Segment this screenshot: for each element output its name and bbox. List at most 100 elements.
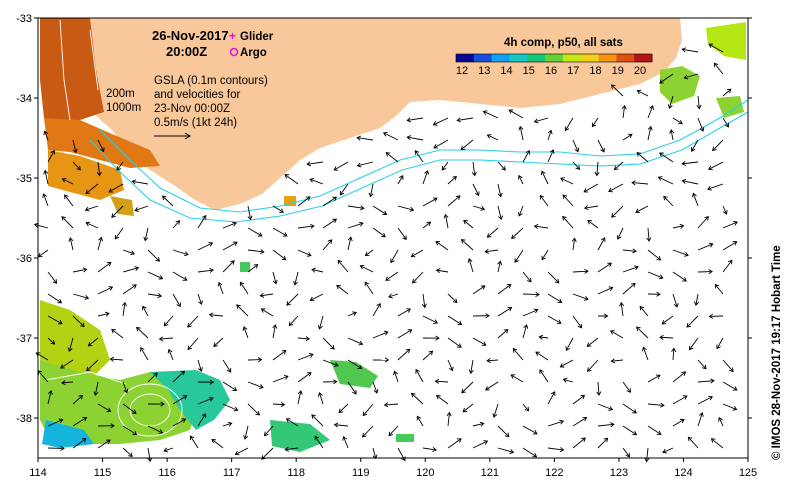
velocity-arrow (657, 176, 674, 185)
velocity-arrow (722, 88, 732, 97)
velocity-arrow (447, 315, 463, 326)
velocity-arrow (697, 412, 704, 427)
velocity-arrow (222, 221, 237, 229)
velocity-arrow (484, 248, 499, 254)
velocity-arrow (197, 379, 215, 385)
sst-patches (40, 18, 746, 452)
velocity-arrow (309, 293, 324, 302)
velocity-arrow (722, 205, 728, 215)
velocity-arrow (616, 227, 624, 240)
credit-text: © IMOS 28-Nov-2017 19:17 Hobart Time (771, 245, 783, 460)
velocity-arrow (97, 403, 112, 412)
x-tick-label: 119 (352, 467, 370, 479)
velocity-arrow (239, 281, 249, 295)
velocity-arrow (716, 337, 724, 350)
velocity-arrow (547, 271, 560, 284)
velocity-arrow (482, 110, 499, 119)
velocity-arrow (547, 419, 565, 427)
velocity-arrow (636, 152, 649, 163)
velocity-arrow (317, 392, 324, 405)
velocity-arrow (136, 326, 149, 339)
velocity-arrow (143, 227, 149, 242)
velocity-arrow (646, 227, 652, 242)
x-tick-label: 124 (674, 467, 692, 479)
velocity-arrow (242, 326, 249, 339)
velocity-arrow (611, 205, 624, 218)
velocity-arrow (397, 227, 407, 241)
velocity-arrow (147, 293, 163, 299)
velocity-arrow (681, 178, 699, 185)
velocity-arrow (522, 447, 538, 458)
velocity-arrow (613, 161, 624, 171)
velocity-arrow (297, 372, 312, 383)
velocity-arrow (472, 337, 487, 346)
velocity-arrow (533, 117, 549, 124)
velocity-arrow (134, 205, 149, 212)
velocity-arrow (456, 117, 474, 123)
velocity-arrow (43, 169, 49, 185)
y-tick-label: -33 (16, 13, 32, 25)
velocity-arrow (644, 447, 650, 463)
velocity-arrow (647, 374, 661, 383)
velocity-arrow (712, 139, 724, 152)
velocity-arrow (511, 227, 524, 240)
velocity-arrow (597, 437, 609, 449)
velocity-arrow (85, 221, 99, 229)
velocity-arrow (147, 401, 165, 407)
velocity-arrow (314, 435, 324, 449)
velocity-arrow (522, 271, 532, 283)
velocity-arrow (187, 337, 199, 351)
velocity-arrow (60, 359, 74, 369)
velocity-arrow (564, 117, 574, 132)
velocity-arrow (659, 334, 674, 340)
velocity-arrow (388, 425, 399, 437)
x-tick-label: 117 (223, 467, 241, 479)
velocity-arrow (372, 302, 381, 317)
velocity-arrow (659, 152, 674, 163)
velocity-arrow (322, 337, 335, 350)
velocity-arrow (547, 447, 565, 453)
velocity-arrow (697, 242, 714, 251)
velocity-arrow (96, 161, 102, 177)
argo-label: Argo (240, 47, 267, 59)
velocity-arrow (311, 267, 324, 273)
velocity-arrow (347, 221, 364, 229)
velocity-arrow (518, 174, 524, 185)
velocity-arrow (681, 47, 699, 53)
velocity-arrow (416, 415, 424, 427)
velocity-arrow (72, 161, 81, 171)
velocity-arrow (661, 315, 674, 325)
velocity-arrow (486, 134, 499, 141)
annotation-line-3: 23-Nov 00:00Z (154, 103, 230, 115)
velocity-arrow (243, 425, 249, 440)
velocity-arrow (236, 304, 249, 317)
velocity-arrow (347, 359, 363, 369)
velocity-arrow (47, 315, 63, 325)
velocity-arrow (608, 183, 624, 193)
velocity-arrow (672, 223, 685, 229)
velocity-arrow (540, 170, 549, 185)
velocity-arrow (497, 307, 513, 317)
velocity-arrow (347, 311, 357, 317)
velocity-arrow (683, 73, 699, 80)
colorbar-swatch (509, 54, 528, 62)
velocity-arrow (472, 440, 489, 449)
velocity-arrow (681, 161, 699, 167)
velocity-arrow (222, 241, 238, 251)
y-tick-label: -37 (16, 333, 32, 345)
velocity-arrow (497, 260, 503, 273)
velocity-arrow (42, 193, 49, 207)
velocity-arrow (272, 249, 287, 261)
velocity-arrow (485, 381, 499, 391)
velocity-arrow (441, 161, 449, 171)
velocity-arrow (708, 313, 724, 319)
velocity-arrow (597, 286, 614, 295)
velocity-arrow (622, 265, 639, 273)
velocity-arrow (211, 438, 224, 449)
velocity-arrow (472, 205, 486, 211)
velocity-arrow (621, 104, 627, 119)
velocity-arrow (47, 271, 58, 284)
velocity-arrow (172, 271, 188, 281)
velocity-arrow (284, 174, 299, 185)
velocity-arrow (72, 394, 84, 405)
